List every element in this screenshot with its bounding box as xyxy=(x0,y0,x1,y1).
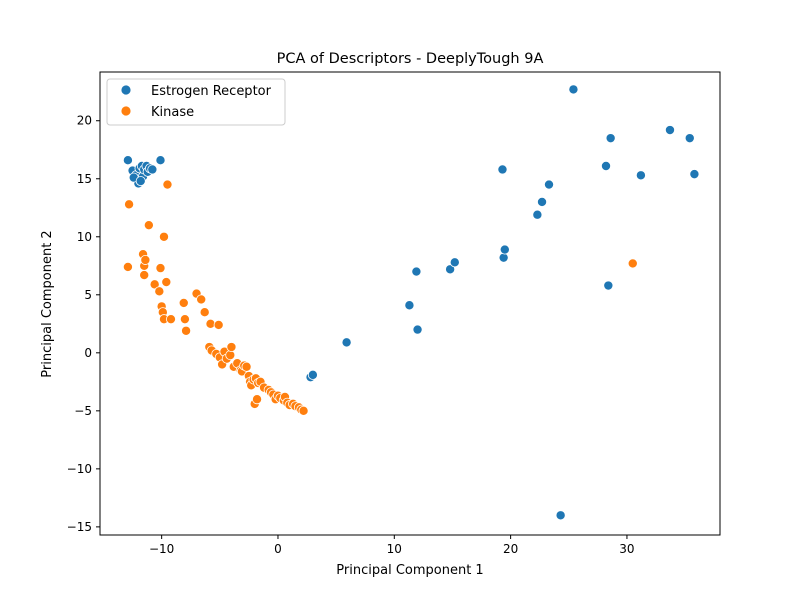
y-tick-label: 0 xyxy=(84,346,92,360)
data-point-estrogen-receptor xyxy=(601,160,612,171)
data-point-estrogen-receptor xyxy=(155,155,166,166)
data-point-kinase xyxy=(165,314,176,325)
data-point-estrogen-receptor xyxy=(412,324,423,335)
data-point-kinase xyxy=(139,270,150,281)
data-point-kinase xyxy=(196,294,207,305)
data-point-kinase xyxy=(226,342,237,353)
y-tick-label: 5 xyxy=(84,288,92,302)
data-point-estrogen-receptor xyxy=(603,280,614,291)
data-point-estrogen-receptor xyxy=(568,84,579,95)
data-point-kinase xyxy=(140,254,151,265)
data-point-estrogen-receptor xyxy=(449,257,460,268)
data-point-estrogen-receptor xyxy=(532,209,543,220)
data-point-kinase xyxy=(149,279,160,290)
data-point-kinase xyxy=(154,286,165,297)
data-point-kinase xyxy=(124,199,135,210)
data-point-estrogen-receptor xyxy=(544,179,555,190)
legend-marker-kinase xyxy=(120,105,132,117)
y-tick-label: 15 xyxy=(77,172,92,186)
data-point-kinase xyxy=(298,405,309,416)
data-point-estrogen-receptor xyxy=(498,252,509,263)
legend-marker-estrogen-receptor xyxy=(120,84,132,96)
data-point-estrogen-receptor xyxy=(499,244,510,255)
data-point-kinase xyxy=(143,220,154,231)
data-point-estrogen-receptor xyxy=(147,164,158,175)
data-point-kinase xyxy=(241,361,252,372)
data-point-kinase xyxy=(155,263,166,274)
data-point-estrogen-receptor xyxy=(135,176,146,187)
data-point-kinase xyxy=(122,261,133,272)
data-point-kinase xyxy=(205,318,216,329)
data-point-estrogen-receptor xyxy=(684,133,695,144)
data-point-estrogen-receptor xyxy=(341,337,352,348)
x-tick-label: 30 xyxy=(619,542,634,556)
chart-title: PCA of Descriptors - DeeplyTough 9A xyxy=(277,51,544,67)
x-axis-label: Principal Component 1 xyxy=(336,563,483,578)
data-point-kinase xyxy=(225,350,236,361)
data-point-kinase xyxy=(199,307,210,318)
data-point-estrogen-receptor xyxy=(689,169,700,180)
data-point-kinase xyxy=(627,258,638,269)
data-point-estrogen-receptor xyxy=(404,300,415,311)
data-point-estrogen-receptor xyxy=(664,125,675,136)
data-points xyxy=(122,84,700,521)
y-tick-label: 10 xyxy=(77,230,92,244)
x-tick-label: 20 xyxy=(503,542,518,556)
plot-area-frame xyxy=(99,71,721,536)
x-tick-label: 0 xyxy=(274,542,282,556)
data-point-kinase xyxy=(161,277,172,288)
legend-box xyxy=(106,78,286,126)
data-point-kinase xyxy=(178,297,189,308)
data-point-kinase xyxy=(181,325,192,336)
legend: Estrogen Receptor Kinase xyxy=(106,78,286,126)
data-point-estrogen-receptor xyxy=(445,264,456,275)
data-point-estrogen-receptor xyxy=(537,196,548,207)
data-point-kinase xyxy=(162,179,173,190)
data-point-estrogen-receptor xyxy=(497,164,508,175)
x-tick-label: 10 xyxy=(387,542,402,556)
data-point-kinase xyxy=(158,231,169,242)
x-axis-ticks: −10 0 10 20 30 xyxy=(149,535,635,556)
data-point-kinase xyxy=(179,314,190,325)
data-point-estrogen-receptor xyxy=(605,133,616,144)
legend-label-kinase: Kinase xyxy=(151,105,194,120)
data-point-estrogen-receptor xyxy=(307,369,318,380)
data-point-estrogen-receptor xyxy=(635,170,646,181)
y-tick-label: −15 xyxy=(67,520,92,534)
y-axis-ticks: −15 −10 −5 0 5 10 15 20 xyxy=(67,114,100,534)
y-tick-label: −10 xyxy=(67,462,92,476)
legend-label-estrogen-receptor: Estrogen Receptor xyxy=(151,84,272,99)
data-point-estrogen-receptor xyxy=(122,155,133,166)
data-point-kinase xyxy=(213,319,224,330)
data-point-estrogen-receptor xyxy=(555,510,566,521)
x-tick-label: −10 xyxy=(149,542,174,556)
y-tick-label: −5 xyxy=(74,404,92,418)
y-tick-label: 20 xyxy=(77,114,92,128)
y-axis-label: Principal Component 2 xyxy=(40,230,55,377)
data-point-kinase xyxy=(252,394,263,405)
data-point-estrogen-receptor xyxy=(411,266,422,277)
